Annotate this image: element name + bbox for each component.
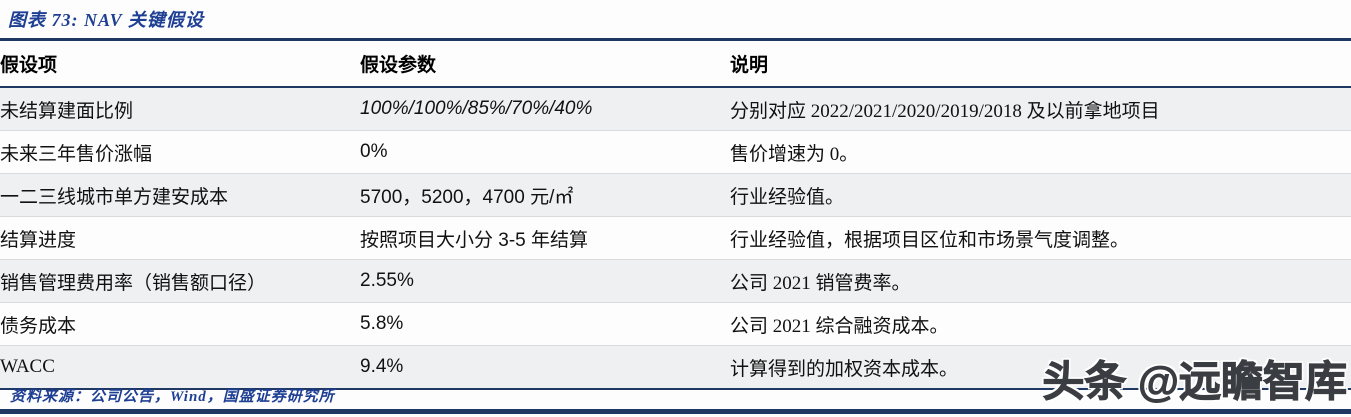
cell-item: 一二三线城市单方建安成本 <box>0 173 360 217</box>
cell-param: 100%/100%/85%/70%/40% <box>360 87 730 131</box>
column-header-param: 假设参数 <box>360 41 730 88</box>
cell-param: 5700，5200，4700 元/㎡ <box>360 173 730 217</box>
cell-item: 结算进度 <box>0 216 360 260</box>
cell-desc: 公司 2021 综合融资成本。 <box>730 302 1351 346</box>
cell-desc: 行业经验值。 <box>730 173 1351 217</box>
cell-desc: 计算得到的加权资本成本。 <box>730 345 1351 390</box>
cell-param: 9.4% <box>360 345 730 390</box>
bottom-rule <box>0 409 1351 414</box>
source-note: 资料来源：公司公告，Wind，国盛证券研究所 <box>10 389 335 405</box>
cell-param: 5.8% <box>360 302 730 346</box>
table-header-row: 假设项 假设参数 说明 <box>0 41 1351 88</box>
column-header-item: 假设项 <box>0 41 360 88</box>
table-row: 未结算建面比例 100%/100%/85%/70%/40% 分别对应 2022/… <box>0 87 1351 131</box>
table-row: 结算进度 按照项目大小分 3-5 年结算 行业经验值，根据项目区位和市场景气度调… <box>0 216 1351 260</box>
column-header-desc: 说明 <box>730 41 1351 88</box>
cell-param: 2.55% <box>360 259 730 303</box>
cell-item: WACC <box>0 345 360 390</box>
cell-param: 0% <box>360 130 730 174</box>
cell-desc: 分别对应 2022/2021/2020/2019/2018 及以前拿地项目 <box>730 87 1351 131</box>
table-row: 债务成本 5.8% 公司 2021 综合融资成本。 <box>0 302 1351 346</box>
figure-title: 图表 73: NAV 关键假设 <box>8 10 204 30</box>
cell-item: 未来三年售价涨幅 <box>0 130 360 174</box>
cell-param: 按照项目大小分 3-5 年结算 <box>360 216 730 260</box>
table-row: 未来三年售价涨幅 0% 售价增速为 0。 <box>0 130 1351 174</box>
table-row: 一二三线城市单方建安成本 5700，5200，4700 元/㎡ 行业经验值。 <box>0 173 1351 217</box>
cell-desc: 公司 2021 销管费率。 <box>730 259 1351 303</box>
cell-desc: 售价增速为 0。 <box>730 130 1351 174</box>
cell-item: 销售管理费用率（销售额口径） <box>0 259 360 303</box>
cell-item: 债务成本 <box>0 302 360 346</box>
table-row: WACC 9.4% 计算得到的加权资本成本。 <box>0 345 1351 390</box>
nav-assumptions-table: 假设项 假设参数 说明 未结算建面比例 100%/100%/85%/70%/40… <box>0 41 1351 390</box>
title-divider-rule <box>0 38 1351 41</box>
cell-desc: 行业经验值，根据项目区位和市场景气度调整。 <box>730 216 1351 260</box>
watermark-toutiao: 头条 @远瞻智库 <box>1042 358 1348 406</box>
table-row: 销售管理费用率（销售额口径） 2.55% 公司 2021 销管费率。 <box>0 259 1351 303</box>
cell-item: 未结算建面比例 <box>0 87 360 131</box>
